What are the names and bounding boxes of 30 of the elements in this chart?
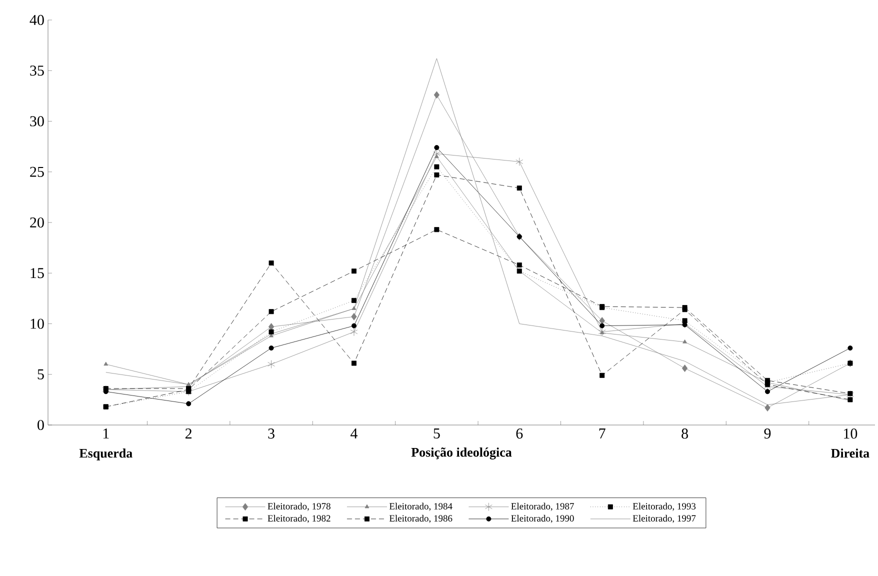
- x-axis-title: Posição ideológica: [411, 448, 512, 460]
- text: Esquerda: [79, 448, 132, 460]
- x-tick-label: 2: [186, 428, 192, 438]
- x-tick-label: 10: [844, 428, 858, 439]
- y-tick-label: 15: [30, 268, 44, 278]
- x-tick-label: 1: [103, 428, 109, 438]
- legend-label: Eleitorado, 1986: [389, 514, 452, 523]
- y-tick-label: 35: [30, 66, 44, 76]
- y-tick-label: 30: [30, 116, 44, 126]
- y-tick-label: 20: [30, 217, 44, 228]
- legend-label: Eleitorado, 1987: [511, 502, 574, 511]
- y-tick-label: 5: [38, 369, 44, 380]
- x-tick-label: 7: [599, 428, 606, 438]
- y-tick-label: 10: [30, 318, 44, 329]
- legend-label: Eleitorado, 1978: [268, 502, 330, 511]
- y-tick-label: 40: [30, 14, 44, 26]
- legend-label: Eleitorado, 1990: [511, 514, 574, 523]
- legend-label: Eleitorado, 1993: [632, 502, 696, 511]
- legend-label: Eleitorado, 1982: [268, 514, 330, 523]
- x-tick-label: 8: [682, 428, 688, 439]
- y-tick-label: 25: [30, 166, 44, 177]
- legend-label: Eleitorado, 1997: [632, 514, 696, 523]
- x-tick-label: 3: [268, 428, 274, 439]
- y-tick-label: 0: [38, 420, 44, 430]
- legend-label: Eleitorado, 1984: [389, 502, 452, 511]
- x-tick-label: 4: [350, 428, 358, 438]
- x-tick-label: 9: [764, 428, 771, 439]
- x-tick-label: 5: [434, 428, 440, 438]
- text: Direita: [831, 448, 870, 458]
- x-tick-label: 6: [516, 428, 523, 439]
